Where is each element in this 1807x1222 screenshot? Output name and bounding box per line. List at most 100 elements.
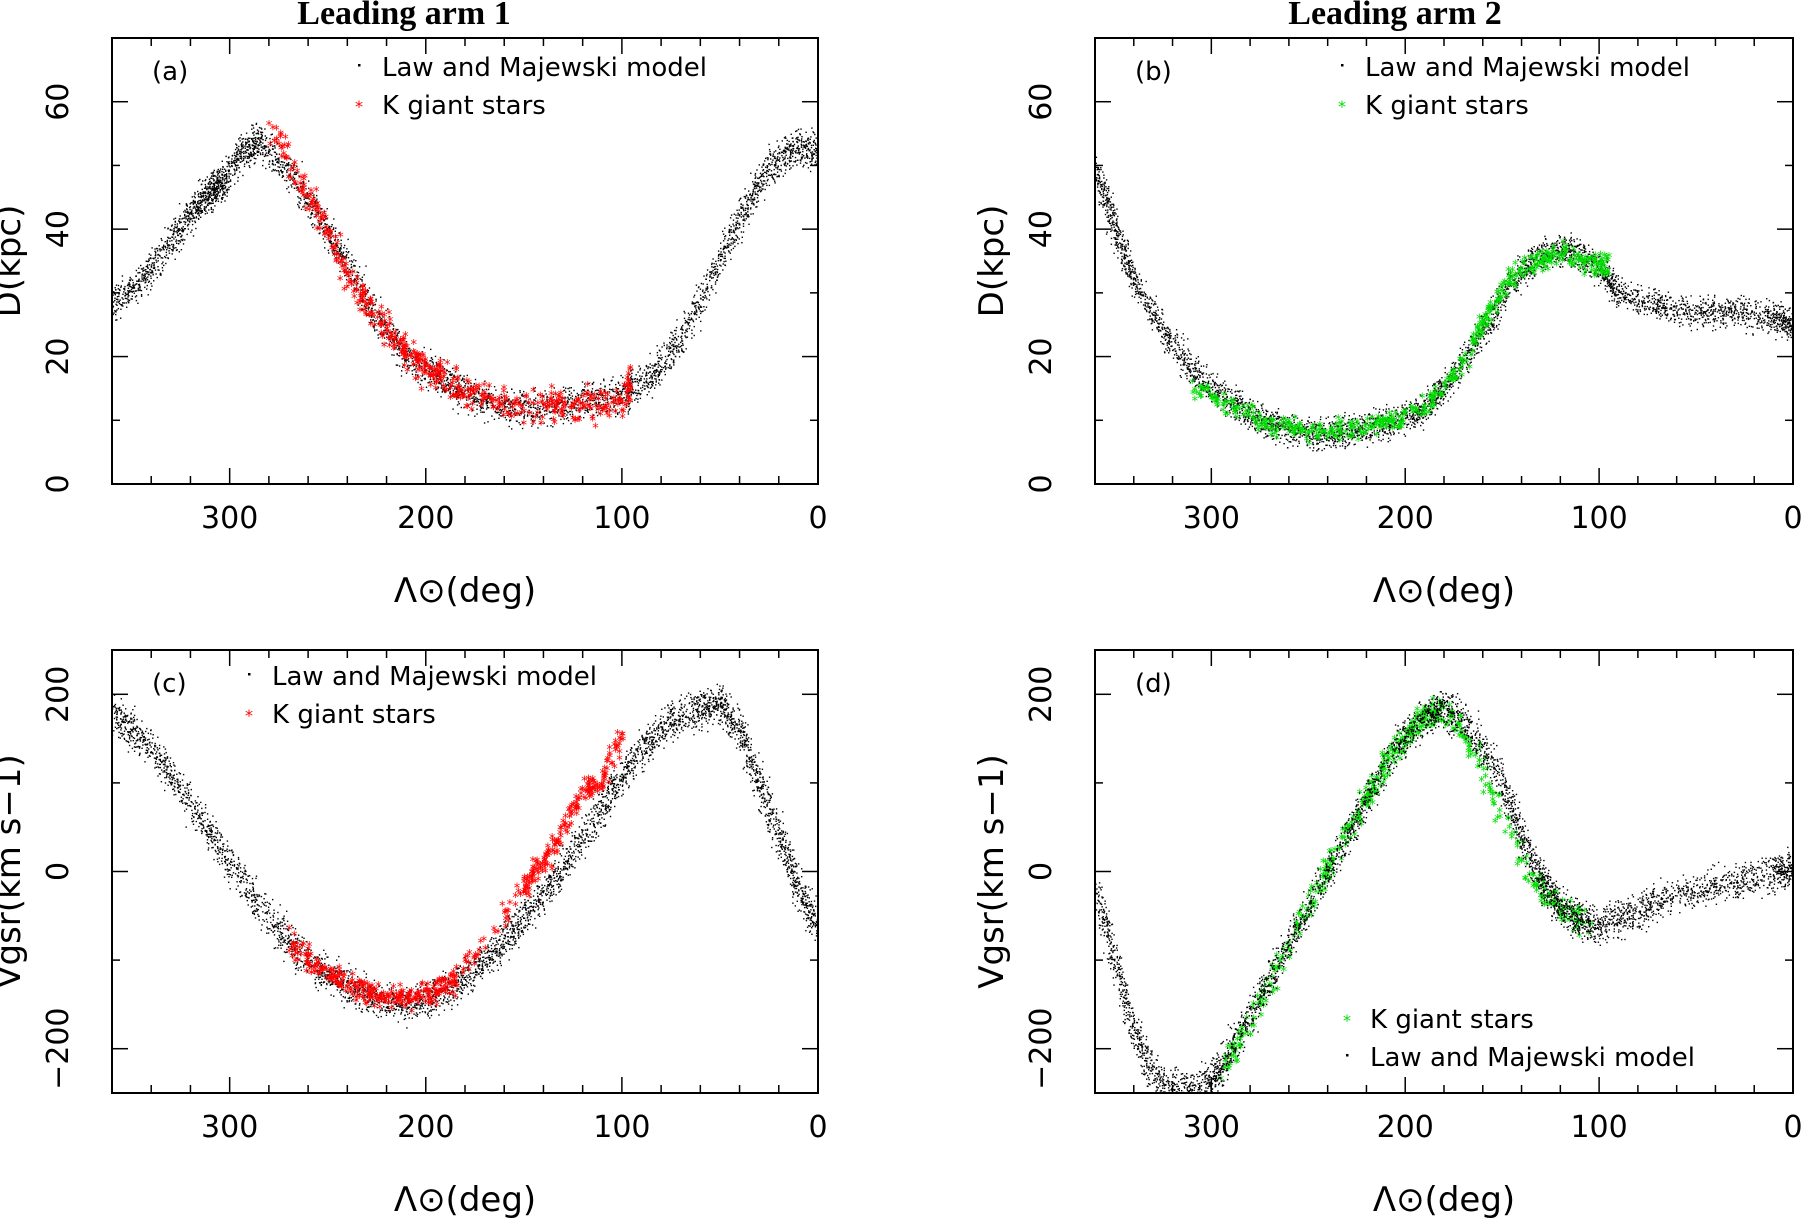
- model-point: [276, 161, 278, 164]
- model-point: [231, 164, 233, 167]
- model-point: [499, 412, 502, 414]
- model-point: [189, 217, 191, 219]
- model-point: [146, 260, 148, 263]
- model-point: [670, 366, 673, 368]
- model-point: [591, 399, 594, 402]
- model-point: [570, 401, 573, 404]
- model-point: [455, 391, 457, 393]
- k-giant-star: *: [414, 349, 421, 364]
- model-point: [672, 352, 674, 354]
- model-point: [810, 163, 813, 165]
- k-giant-star: *: [280, 149, 287, 164]
- model-point: [307, 205, 309, 208]
- model-point: [436, 370, 439, 372]
- model-point: [1624, 282, 1627, 285]
- model-point: [549, 411, 551, 414]
- model-point: [476, 401, 478, 403]
- model-point: [372, 326, 374, 328]
- model-point: [225, 182, 227, 184]
- model-point: [372, 319, 374, 321]
- model-point: [225, 182, 228, 184]
- model-point: [191, 217, 193, 220]
- k-giant-star: *: [603, 403, 610, 418]
- model-point: [145, 269, 147, 271]
- model-point: [222, 193, 224, 195]
- model-point: [629, 390, 631, 392]
- model-point: [661, 346, 663, 348]
- model-point: [626, 404, 628, 406]
- model-point: [810, 151, 812, 154]
- model-point: [366, 298, 368, 301]
- model-point: [732, 247, 735, 250]
- model-point: [1742, 312, 1744, 314]
- model-point: [518, 403, 521, 405]
- model-point: [427, 390, 430, 392]
- model-point: [202, 191, 204, 193]
- model-point: [362, 288, 364, 290]
- model-point: [744, 209, 747, 211]
- model-point: [400, 350, 402, 352]
- model-point: [614, 399, 616, 401]
- model-point: [245, 160, 248, 163]
- model-point: [796, 147, 798, 150]
- model-point: [218, 182, 220, 184]
- model-point: [354, 265, 356, 267]
- model-point: [390, 336, 392, 338]
- model-point: [752, 199, 754, 201]
- model-point: [341, 253, 343, 256]
- model-point: [539, 405, 541, 408]
- model-point: [571, 411, 573, 413]
- model-point: [413, 356, 415, 359]
- k-giant-star: *: [469, 399, 476, 414]
- model-point: [126, 297, 128, 300]
- model-point: [784, 164, 786, 167]
- model-point: [193, 195, 195, 198]
- model-point: [599, 392, 602, 394]
- model-point: [571, 395, 574, 397]
- model-point: [732, 241, 734, 243]
- model-point: [411, 352, 413, 354]
- model-point: [244, 157, 246, 159]
- model-point: [362, 295, 365, 298]
- model-point: [391, 354, 393, 356]
- model-point: [632, 389, 634, 391]
- k-giant-star: *: [345, 268, 352, 283]
- model-point: [597, 389, 600, 392]
- model-point: [584, 409, 586, 412]
- model-point: [641, 375, 643, 378]
- model-point: [530, 403, 532, 406]
- model-point: [790, 133, 792, 135]
- model-point: [470, 382, 472, 385]
- model-point: [467, 382, 469, 385]
- model-point: [720, 251, 722, 253]
- k-giant-star: *: [378, 328, 385, 343]
- model-point: [628, 403, 630, 405]
- model-point: [425, 386, 428, 388]
- model-point: [807, 139, 809, 141]
- k-giant-star: *: [570, 399, 577, 414]
- model-point: [766, 167, 768, 169]
- model-point: [571, 413, 574, 415]
- model-point: [403, 352, 405, 355]
- k-giant-star: *: [625, 369, 632, 384]
- model-point: [253, 142, 255, 144]
- k-giant-star: *: [403, 353, 410, 368]
- model-point: [781, 151, 783, 154]
- model-point: [779, 152, 781, 155]
- model-point: [226, 181, 228, 183]
- model-point: [179, 215, 181, 217]
- model-point: [328, 230, 331, 232]
- model-point: [366, 302, 369, 305]
- model-point: [415, 366, 417, 368]
- model-point: [759, 176, 762, 178]
- k-giant-star: *: [440, 381, 447, 396]
- model-point: [337, 250, 339, 253]
- k-giant-star: *: [497, 401, 504, 416]
- model-point: [672, 334, 674, 337]
- model-point: [478, 398, 480, 401]
- model-point: [646, 381, 648, 384]
- model-point: [806, 162, 808, 164]
- model-point: [211, 185, 214, 188]
- model-point: [422, 374, 424, 376]
- model-point: [495, 411, 497, 414]
